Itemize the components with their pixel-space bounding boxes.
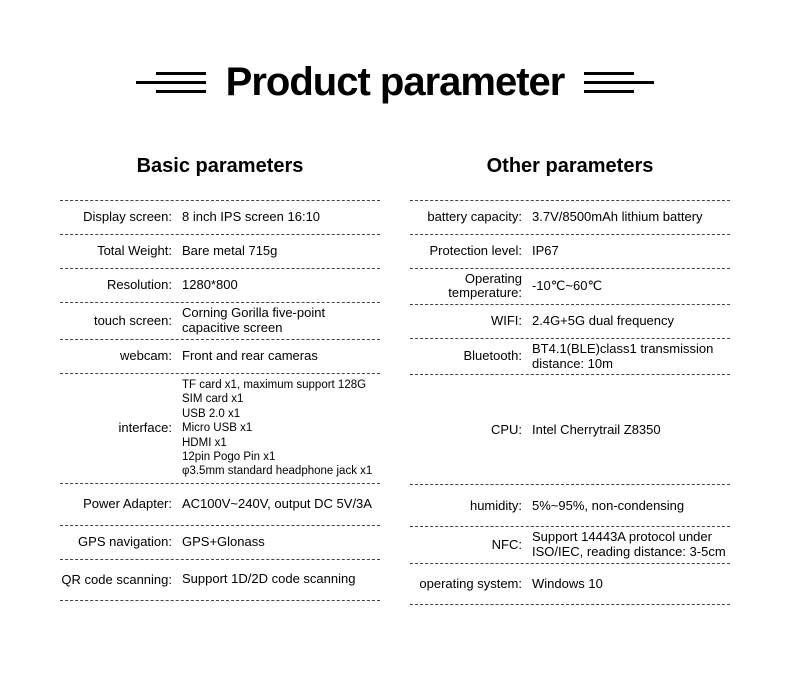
spec-row: Operating temperature:-10℃~60℃ bbox=[410, 268, 730, 304]
spec-value: 2.4G+5G dual frequency bbox=[530, 314, 730, 329]
left-column: Basic parameters Display screen:8 inch I… bbox=[60, 155, 380, 605]
spec-label: CPU: bbox=[410, 423, 530, 437]
spec-value: -10℃~60℃ bbox=[530, 279, 730, 294]
spec-value: Windows 10 bbox=[530, 577, 730, 592]
spec-row: Display screen:8 inch IPS screen 16:10 bbox=[60, 200, 380, 234]
spec-row: NFC:Support 14443A protocol under ISO/IE… bbox=[410, 526, 730, 563]
spec-row: CPU:Intel Cherrytrail Z8350 bbox=[410, 374, 730, 484]
right-column: Other parameters battery capacity:3.7V/8… bbox=[410, 155, 730, 605]
spec-value: Intel Cherrytrail Z8350 bbox=[530, 423, 730, 438]
spec-row: Power Adapter:AC100V~240V, output DC 5V/… bbox=[60, 483, 380, 525]
spec-value: GPS+Glonass bbox=[180, 535, 380, 550]
spec-row: webcam:Front and rear cameras bbox=[60, 339, 380, 373]
spec-label: interface: bbox=[60, 421, 180, 435]
spec-row: touch screen:Corning Gorilla five-point … bbox=[60, 302, 380, 339]
spec-label: NFC: bbox=[410, 538, 530, 552]
title-row: Product parameter bbox=[30, 60, 760, 105]
spec-label: Display screen: bbox=[60, 210, 180, 224]
spec-label: webcam: bbox=[60, 349, 180, 363]
page-container: Product parameter Basic parameters Displ… bbox=[0, 0, 790, 605]
right-rows: battery capacity:3.7V/8500mAh lithium ba… bbox=[410, 200, 730, 605]
spec-value: Support 14443A protocol under ISO/IEC, r… bbox=[530, 530, 730, 560]
spec-label: Total Weight: bbox=[60, 244, 180, 258]
spec-row: operating system:Windows 10 bbox=[410, 563, 730, 605]
spec-value: 5%~95%, non-condensing bbox=[530, 499, 730, 514]
spec-label: Power Adapter: bbox=[60, 497, 180, 511]
page-title: Product parameter bbox=[226, 60, 565, 105]
spec-row: Protection level:IP67 bbox=[410, 234, 730, 268]
right-column-header: Other parameters bbox=[410, 155, 730, 200]
spec-value: Bare metal 715g bbox=[180, 244, 380, 259]
spec-value: AC100V~240V, output DC 5V/3A bbox=[180, 497, 380, 512]
spec-label: humidity: bbox=[410, 499, 530, 513]
spec-label: touch screen: bbox=[60, 314, 180, 328]
title-ornament-left bbox=[136, 72, 206, 93]
spec-row: WIFI:2.4G+5G dual frequency bbox=[410, 304, 730, 338]
spec-label: QR code scanning: bbox=[60, 573, 180, 587]
spec-row: Bluetooth:BT4.1(BLE)class1 transmission … bbox=[410, 338, 730, 375]
spec-label: Resolution: bbox=[60, 278, 180, 292]
spec-value: IP67 bbox=[530, 244, 730, 259]
spec-label: battery capacity: bbox=[410, 210, 530, 224]
spec-value: 8 inch IPS screen 16:10 bbox=[180, 210, 380, 225]
spec-value: 3.7V/8500mAh lithium battery bbox=[530, 210, 730, 225]
spec-row: GPS navigation:GPS+Glonass bbox=[60, 525, 380, 559]
columns-container: Basic parameters Display screen:8 inch I… bbox=[30, 155, 760, 605]
spec-value: BT4.1(BLE)class1 transmission distance: … bbox=[530, 342, 730, 372]
spec-label: WIFI: bbox=[410, 314, 530, 328]
spec-label: Bluetooth: bbox=[410, 349, 530, 363]
spec-label: Operating temperature: bbox=[410, 272, 530, 301]
spec-value: Support 1D/2D code scanning bbox=[180, 572, 380, 587]
spec-value: TF card x1, maximum support 128G SIM car… bbox=[180, 378, 380, 479]
title-ornament-right bbox=[584, 72, 654, 93]
spec-row: interface:TF card x1, maximum support 12… bbox=[60, 373, 380, 483]
spec-label: GPS navigation: bbox=[60, 535, 180, 549]
spec-value: Corning Gorilla five-point capacitive sc… bbox=[180, 306, 380, 336]
spec-label: operating system: bbox=[410, 577, 530, 591]
spec-row: battery capacity:3.7V/8500mAh lithium ba… bbox=[410, 200, 730, 234]
spec-row: Total Weight:Bare metal 715g bbox=[60, 234, 380, 268]
left-column-header: Basic parameters bbox=[60, 155, 380, 200]
spec-value: 1280*800 bbox=[180, 278, 380, 293]
spec-label: Protection level: bbox=[410, 244, 530, 258]
spec-value: Front and rear cameras bbox=[180, 349, 380, 364]
spec-row: Resolution:1280*800 bbox=[60, 268, 380, 302]
spec-row: humidity:5%~95%, non-condensing bbox=[410, 484, 730, 526]
spec-row: QR code scanning:Support 1D/2D code scan… bbox=[60, 559, 380, 601]
left-rows: Display screen:8 inch IPS screen 16:10To… bbox=[60, 200, 380, 601]
